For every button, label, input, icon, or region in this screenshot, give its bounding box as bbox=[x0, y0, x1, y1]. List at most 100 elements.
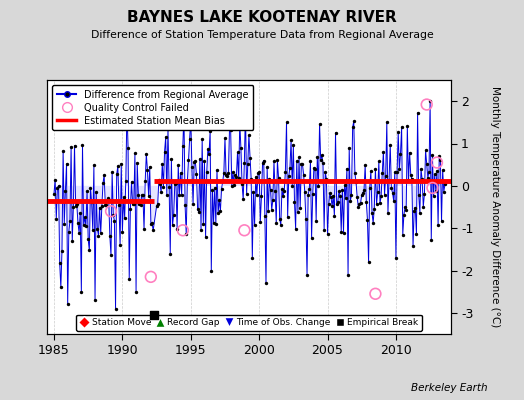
Point bbox=[122, 178, 130, 184]
Point bbox=[223, 173, 232, 180]
Point bbox=[433, 168, 441, 174]
Point bbox=[229, 169, 237, 176]
Point bbox=[149, 227, 157, 234]
Point bbox=[199, 221, 208, 227]
Point bbox=[138, 192, 146, 198]
Point bbox=[211, 185, 219, 191]
Point bbox=[379, 149, 388, 155]
Point bbox=[371, 165, 379, 172]
Point bbox=[343, 165, 351, 172]
Point bbox=[246, 155, 254, 161]
Point bbox=[115, 202, 123, 208]
Point bbox=[222, 172, 230, 178]
Point bbox=[288, 183, 297, 190]
Point bbox=[392, 255, 400, 261]
Point bbox=[320, 226, 329, 233]
Point bbox=[312, 218, 320, 224]
Point bbox=[75, 229, 83, 236]
Point bbox=[363, 216, 372, 223]
Point bbox=[171, 181, 179, 188]
Point bbox=[421, 147, 430, 154]
Point bbox=[106, 233, 114, 240]
Point bbox=[167, 156, 176, 162]
Point bbox=[73, 201, 81, 207]
Point bbox=[197, 227, 205, 233]
Point bbox=[107, 208, 115, 214]
Point bbox=[323, 230, 332, 237]
Point bbox=[353, 194, 362, 200]
Point bbox=[214, 210, 222, 216]
Point bbox=[280, 188, 288, 194]
Point bbox=[423, 174, 432, 181]
Point bbox=[427, 237, 435, 243]
Point bbox=[428, 151, 436, 158]
Point bbox=[158, 160, 167, 167]
Point bbox=[63, 301, 72, 308]
Text: BAYNES LAKE KOOTENAY RIVER: BAYNES LAKE KOOTENAY RIVER bbox=[127, 10, 397, 25]
Point bbox=[205, 151, 213, 158]
Point bbox=[233, 149, 242, 156]
Point bbox=[290, 198, 299, 205]
Point bbox=[256, 219, 265, 225]
Point bbox=[269, 197, 277, 203]
Point bbox=[265, 176, 274, 182]
Point bbox=[331, 130, 340, 136]
Point bbox=[135, 200, 144, 207]
Point bbox=[240, 227, 248, 234]
Point bbox=[409, 243, 417, 250]
Point bbox=[114, 163, 122, 169]
Point bbox=[91, 297, 99, 303]
Point bbox=[330, 213, 339, 219]
Point bbox=[109, 211, 117, 218]
Point bbox=[133, 160, 141, 166]
Point bbox=[319, 160, 327, 167]
Point bbox=[68, 238, 77, 245]
Point bbox=[125, 276, 134, 282]
Point bbox=[59, 148, 67, 154]
Point bbox=[355, 200, 364, 207]
Point bbox=[180, 111, 188, 117]
Point bbox=[230, 182, 238, 188]
Point bbox=[396, 150, 405, 157]
Point bbox=[328, 203, 336, 209]
Point bbox=[436, 157, 444, 163]
Point bbox=[357, 192, 366, 198]
Point bbox=[219, 178, 227, 185]
Point bbox=[244, 161, 252, 167]
Point bbox=[143, 167, 151, 174]
Point bbox=[375, 158, 383, 165]
Point bbox=[161, 134, 170, 140]
Point bbox=[234, 174, 243, 181]
Point bbox=[342, 194, 350, 201]
Point bbox=[341, 182, 349, 188]
Point bbox=[403, 123, 411, 130]
Point bbox=[100, 172, 108, 178]
Point bbox=[232, 174, 241, 180]
Point bbox=[296, 204, 304, 211]
Point bbox=[270, 158, 278, 165]
Point bbox=[369, 220, 377, 226]
Point bbox=[198, 136, 206, 142]
Point bbox=[145, 193, 153, 199]
Point bbox=[189, 201, 197, 207]
Point bbox=[193, 206, 202, 212]
Point bbox=[325, 190, 334, 197]
Point bbox=[156, 181, 164, 188]
Point bbox=[126, 206, 135, 212]
Point bbox=[148, 220, 156, 226]
Point bbox=[147, 274, 155, 280]
Point bbox=[377, 193, 385, 200]
Point bbox=[435, 153, 443, 159]
Point bbox=[285, 172, 293, 179]
Point bbox=[278, 186, 286, 192]
Point bbox=[89, 226, 97, 233]
Point bbox=[238, 181, 246, 187]
Point bbox=[159, 183, 168, 190]
Point bbox=[231, 171, 239, 178]
Point bbox=[360, 187, 368, 194]
Text: Difference of Station Temperature Data from Regional Average: Difference of Station Temperature Data f… bbox=[91, 30, 433, 40]
Point bbox=[85, 247, 93, 254]
Point bbox=[181, 202, 189, 208]
Point bbox=[69, 204, 78, 210]
Point bbox=[146, 164, 154, 170]
